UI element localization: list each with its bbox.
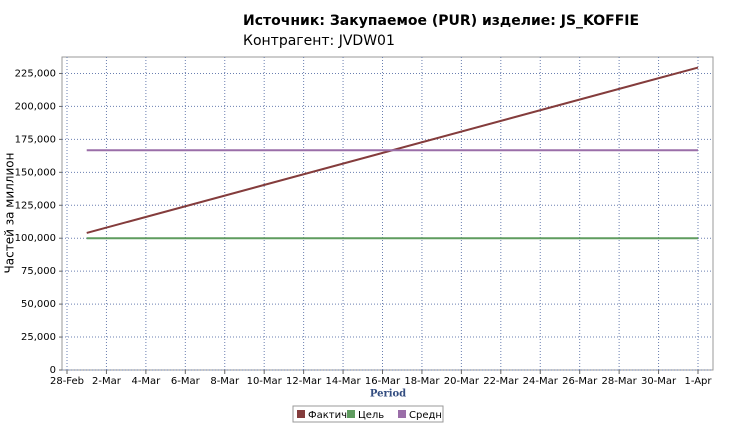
x-tick-label: 24-Mar — [523, 376, 559, 387]
x-tick-label: 30-Mar — [641, 376, 677, 387]
x-tick-label: 10-Mar — [247, 376, 283, 387]
y-tick-label: 125,000 — [15, 200, 56, 211]
x-tick-label: 4-Mar — [131, 376, 161, 387]
x-tick-label: 18-Mar — [404, 376, 440, 387]
legend-swatch — [347, 410, 355, 418]
y-tick-label: 50,000 — [21, 299, 56, 310]
chart-title: Источник: Закупаемое (PUR) изделие: JS_K… — [243, 13, 639, 29]
x-tick-label: 22-Mar — [483, 376, 519, 387]
chart-subtitle: Контрагент: JVDW01 — [243, 33, 395, 49]
legend-swatch — [398, 410, 406, 418]
x-tick-label: 1-Apr — [684, 376, 712, 387]
y-tick-label: 200,000 — [15, 101, 56, 112]
y-tick-label: 225,000 — [15, 68, 56, 79]
x-tick-label: 26-Mar — [562, 376, 598, 387]
y-tick-label: 150,000 — [15, 167, 56, 178]
legend-label: Средн — [409, 410, 442, 421]
x-tick-label: 28-Feb — [50, 376, 84, 387]
legend-label: Фактич — [308, 410, 347, 421]
y-tick-label: 100,000 — [15, 233, 56, 244]
y-tick-label: 25,000 — [21, 332, 56, 343]
y-tick-label: 175,000 — [15, 134, 56, 145]
legend-label: Цель — [358, 410, 384, 421]
x-tick-label: 28-Mar — [602, 376, 638, 387]
x-tick-label: 20-Mar — [444, 376, 480, 387]
x-tick-label: 8-Mar — [210, 376, 240, 387]
y-tick-label: 75,000 — [21, 266, 56, 277]
x-tick-label: 6-Mar — [171, 376, 201, 387]
x-tick-label: 14-Mar — [325, 376, 361, 387]
legend-swatch — [297, 410, 305, 418]
x-tick-label: 2-Mar — [92, 376, 122, 387]
x-tick-label: 16-Mar — [365, 376, 401, 387]
x-axis-label: Period — [370, 389, 406, 400]
x-tick-label: 12-Mar — [286, 376, 322, 387]
plot-area — [61, 56, 714, 371]
y-axis-label: Частей за миллион — [3, 153, 17, 274]
y-tick-label: 0 — [50, 365, 56, 376]
